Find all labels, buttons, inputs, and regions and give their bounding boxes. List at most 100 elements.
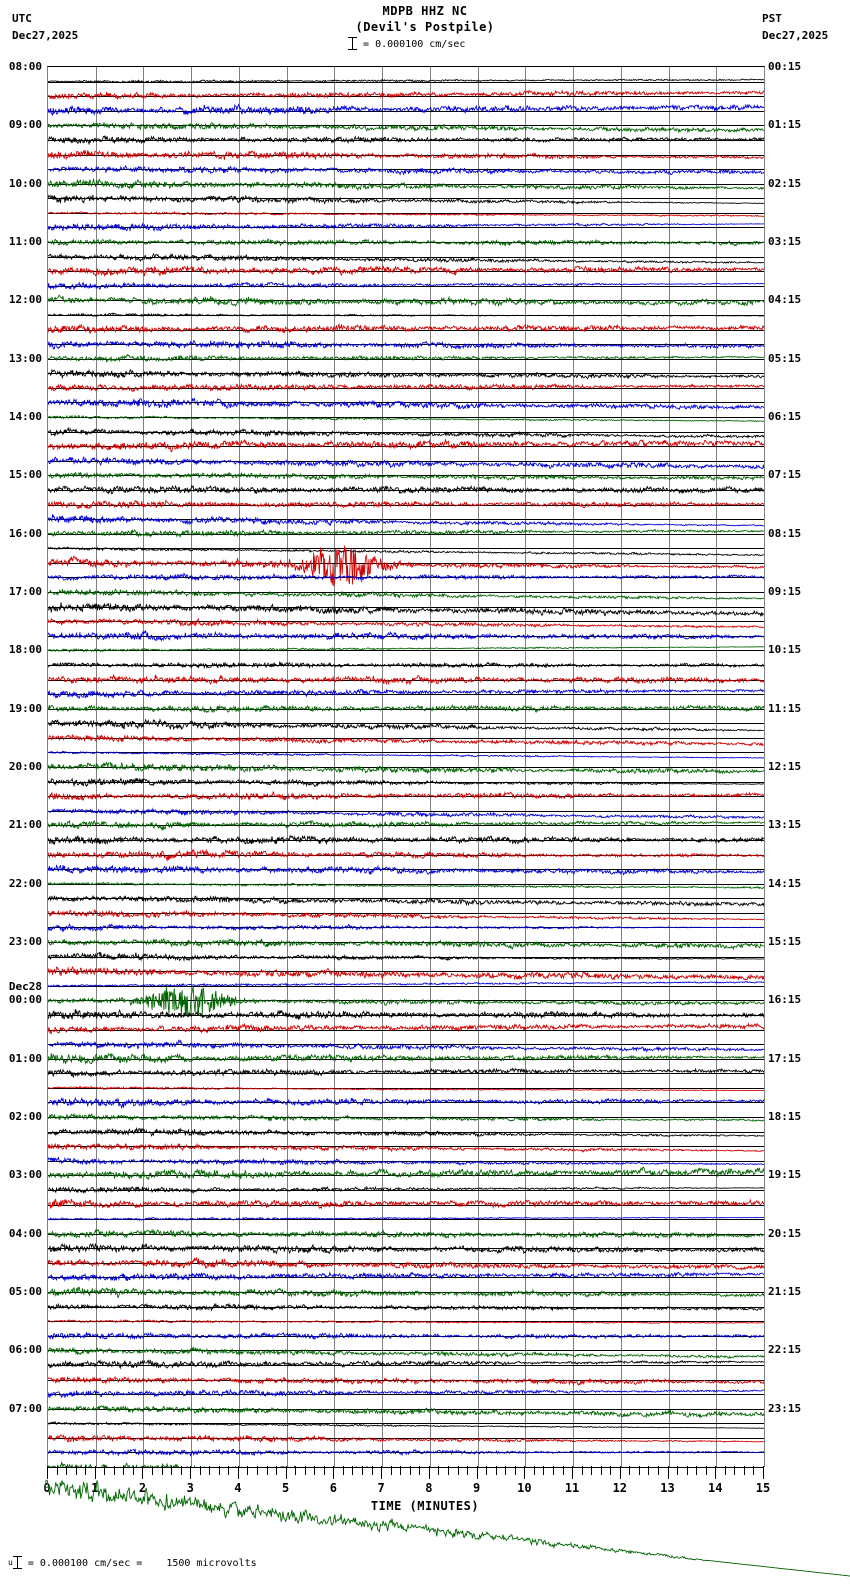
right-hour-label: 01:15 <box>768 118 802 132</box>
trace-baseline <box>48 650 764 651</box>
right-hour-label: 15:15 <box>768 935 802 948</box>
x-tick-label: 6 <box>329 1481 338 1495</box>
trace-baseline <box>48 709 764 710</box>
x-tick-major <box>668 1466 669 1479</box>
right-hour-label: 03:15 <box>768 235 802 248</box>
seismic-trace <box>48 222 764 233</box>
x-tick-label: 13 <box>660 1481 675 1495</box>
left-hour-label: 02:00 <box>8 1110 42 1123</box>
x-tick-minor <box>162 1466 163 1475</box>
trace-baseline <box>48 432 764 433</box>
seismic-trace <box>48 1461 431 1467</box>
trace-baseline <box>48 461 764 462</box>
seismic-trace <box>48 834 764 846</box>
seismic-trace <box>48 546 764 557</box>
trace-baseline <box>48 213 764 214</box>
trace-baseline <box>48 125 764 126</box>
seismic-trace <box>48 687 764 700</box>
seismic-trace <box>48 791 764 801</box>
x-tick-major <box>620 1466 621 1479</box>
x-tick-minor <box>66 1466 67 1475</box>
trace-baseline <box>48 446 764 447</box>
x-tick-minor <box>648 1466 649 1475</box>
right-hour-label: 12:15 <box>768 760 802 773</box>
left-hour-label: 13:00 <box>8 351 42 365</box>
trace-baseline <box>48 1409 764 1410</box>
seismic-trace <box>48 89 764 101</box>
trace-baseline <box>48 1394 764 1395</box>
x-tick-minor <box>133 1466 134 1475</box>
x-tick-minor <box>467 1466 468 1475</box>
header: MDPB HHZ NC (Devil's Postpile) UTC Dec27… <box>0 0 850 60</box>
seismic-trace <box>48 484 764 495</box>
seismic-trace <box>48 1198 764 1210</box>
trace-baseline <box>48 1336 764 1337</box>
right-date-label: Dec27,2025 <box>762 29 829 42</box>
right-hour-label: 19:15 <box>768 1168 802 1182</box>
right-timezone-label: PST <box>762 12 782 25</box>
seismic-trace <box>48 646 764 653</box>
seismic-trace <box>48 1405 764 1419</box>
trace-baseline <box>48 286 764 287</box>
x-tick-minor <box>305 1466 306 1475</box>
seismic-trace <box>48 985 764 1018</box>
seismic-trace <box>48 1331 764 1341</box>
right-hour-label: 14:15 <box>768 876 802 890</box>
left-hour-label: 09:00 <box>8 118 42 132</box>
trace-baseline <box>48 402 764 403</box>
trace-baseline <box>48 767 764 768</box>
seismic-trace <box>48 588 764 600</box>
x-tick-minor <box>438 1466 439 1475</box>
trace-baseline <box>48 752 764 753</box>
footer-text: = 0.000100 cm/sec = 1500 microvolts <box>27 1558 257 1569</box>
seismic-trace <box>48 1022 764 1035</box>
right-hour-label: 07:15 <box>768 468 802 482</box>
right-hour-label: 02:15 <box>768 176 802 190</box>
left-hour-label: 23:00 <box>8 935 42 948</box>
seismic-trace <box>48 1271 764 1282</box>
micro-prefix: u <box>8 1558 13 1567</box>
seismic-trace <box>48 178 764 191</box>
x-tick-minor <box>658 1466 659 1475</box>
x-tick-major <box>381 1466 382 1479</box>
seismic-trace <box>48 1142 764 1153</box>
seismic-trace <box>48 761 764 775</box>
trace-baseline <box>48 1175 764 1176</box>
seismic-trace <box>48 1112 764 1123</box>
trace-baseline <box>48 505 764 506</box>
seismic-trace <box>48 471 764 482</box>
trace-baseline <box>48 1219 764 1220</box>
trace-baseline <box>48 1146 764 1147</box>
trace-baseline <box>48 1000 764 1001</box>
left-hour-label: 08:00 <box>8 60 42 73</box>
seismic-trace <box>48 1185 764 1195</box>
seismic-trace <box>48 426 764 439</box>
x-tick-label: 3 <box>186 1481 194 1495</box>
trace-baseline <box>48 1307 764 1308</box>
x-tick-minor <box>76 1466 77 1475</box>
x-tick-minor <box>753 1466 754 1475</box>
trace-baseline <box>48 782 764 783</box>
left-hour-label: 12:00 <box>8 293 42 307</box>
x-tick-minor <box>744 1466 745 1475</box>
x-tick-minor <box>534 1466 535 1475</box>
right-hour-label: 23:15 <box>768 1401 802 1415</box>
seismic-trace <box>48 777 764 788</box>
seismic-trace <box>48 909 764 921</box>
right-hour-label: 18:15 <box>768 1110 802 1123</box>
seismic-trace <box>48 135 764 146</box>
trace-baseline <box>48 1350 764 1351</box>
seismic-trace <box>48 1039 764 1053</box>
x-tick-minor <box>372 1466 373 1475</box>
trace-baseline <box>48 811 764 812</box>
x-tick-minor <box>505 1466 506 1475</box>
trace-baseline <box>48 1030 764 1031</box>
seismic-trace <box>48 1085 764 1092</box>
trace-baseline <box>48 898 764 899</box>
x-tick-label: 8 <box>425 1481 433 1495</box>
left-hour-label: 06:00 <box>8 1343 42 1357</box>
seismic-trace <box>48 238 764 247</box>
trace-baseline <box>48 971 764 972</box>
x-tick-label: 11 <box>564 1481 580 1495</box>
x-tick-minor <box>324 1466 325 1475</box>
